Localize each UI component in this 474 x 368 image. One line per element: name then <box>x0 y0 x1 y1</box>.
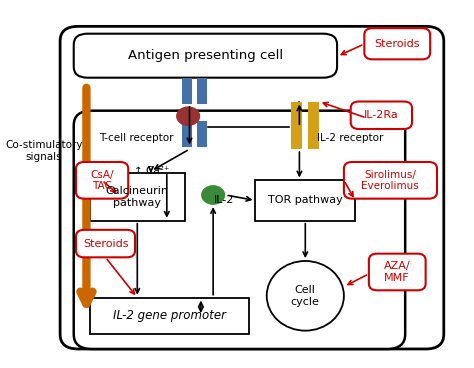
Text: Co-stimulatory
signals: Co-stimulatory signals <box>6 140 83 162</box>
Bar <box>255 180 355 221</box>
Bar <box>291 102 302 149</box>
FancyBboxPatch shape <box>365 28 430 59</box>
Text: IL-2 receptor: IL-2 receptor <box>317 133 383 143</box>
Text: Calcineurin
pathway: Calcineurin pathway <box>106 186 169 208</box>
Text: IL-2Ra: IL-2Ra <box>364 110 399 120</box>
Text: IL-2: IL-2 <box>214 195 234 205</box>
Text: AZA/
MMF: AZA/ MMF <box>384 261 410 283</box>
Bar <box>197 121 207 147</box>
Bar <box>182 78 192 104</box>
FancyBboxPatch shape <box>351 102 412 129</box>
FancyBboxPatch shape <box>60 26 444 349</box>
Text: Cell
cycle: Cell cycle <box>291 285 320 307</box>
Text: CsA/
TAC: CsA/ TAC <box>90 170 114 191</box>
Text: Sirolimus/
Everolimus: Sirolimus/ Everolimus <box>361 170 419 191</box>
Text: IL-2 gene promoter: IL-2 gene promoter <box>113 309 226 322</box>
Bar <box>90 298 248 334</box>
Text: Antigen presenting cell: Antigen presenting cell <box>128 49 283 62</box>
FancyBboxPatch shape <box>344 162 437 199</box>
FancyBboxPatch shape <box>76 230 135 257</box>
Text: TOR pathway: TOR pathway <box>268 195 343 205</box>
FancyBboxPatch shape <box>74 111 405 349</box>
Text: Steroids: Steroids <box>375 39 420 49</box>
FancyBboxPatch shape <box>74 34 337 78</box>
FancyBboxPatch shape <box>76 162 128 199</box>
Ellipse shape <box>267 261 344 330</box>
Bar <box>90 173 185 221</box>
Bar <box>197 78 207 104</box>
Bar <box>182 121 192 147</box>
Text: Steroids: Steroids <box>83 239 128 249</box>
Text: ↑ Ca²⁺: ↑ Ca²⁺ <box>134 166 170 176</box>
FancyBboxPatch shape <box>369 254 426 290</box>
Circle shape <box>202 186 225 204</box>
Circle shape <box>177 107 200 125</box>
Bar <box>308 102 319 149</box>
Text: T-cell receptor: T-cell receptor <box>99 133 173 143</box>
